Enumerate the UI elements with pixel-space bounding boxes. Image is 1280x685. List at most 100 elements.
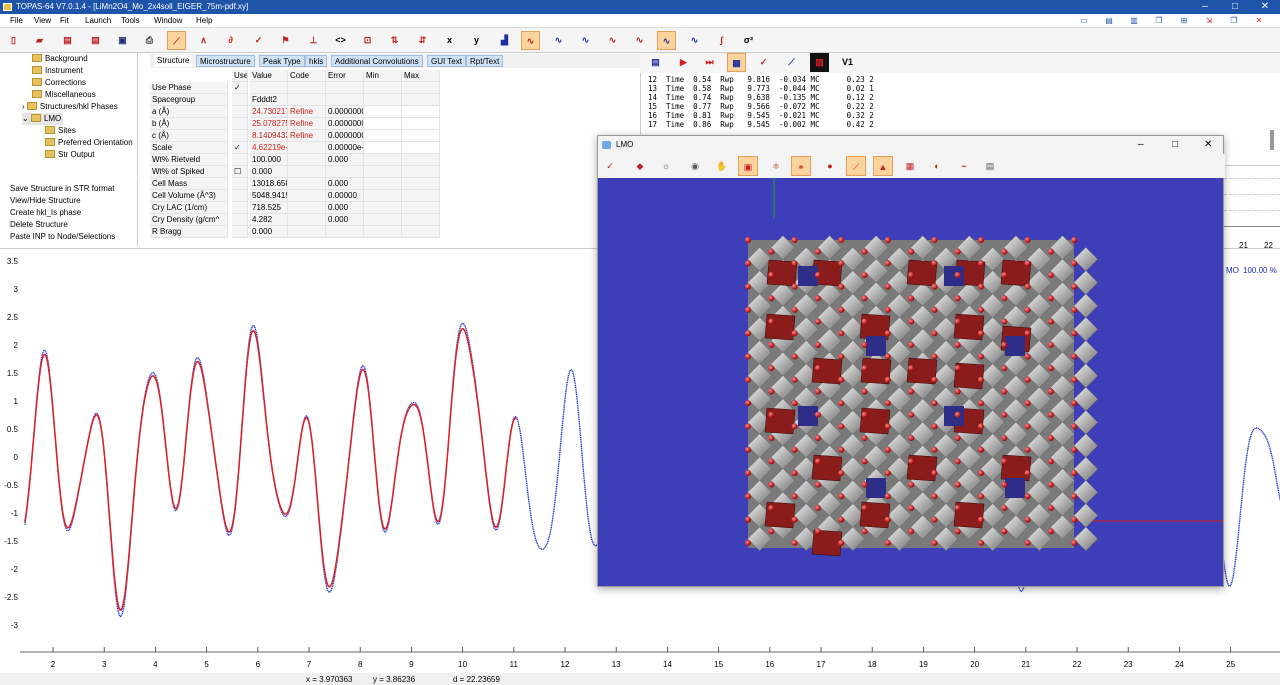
restore-child-icon[interactable]: ❐: [1155, 16, 1163, 25]
arrange-icon[interactable]: ⊞: [1180, 16, 1188, 25]
grid-use-checkbox[interactable]: [232, 226, 248, 238]
child-shrink-icon[interactable]: ⇲: [1205, 16, 1213, 25]
grid-code-cell[interactable]: [288, 94, 326, 106]
grid-min-cell[interactable]: [364, 190, 402, 202]
phase-curve-icon[interactable]: ∿: [657, 31, 676, 50]
grid-value-cell[interactable]: 5048.94158: [250, 190, 288, 202]
x-axis-button[interactable]: x: [446, 35, 452, 45]
chevron-right-icon[interactable]: ›: [22, 102, 27, 111]
eye-icon[interactable]: ◉: [691, 161, 699, 171]
grid-max-cell[interactable]: [402, 214, 440, 226]
grid-code-cell[interactable]: [288, 154, 326, 166]
open-inp-icon[interactable]: ▤: [63, 35, 72, 45]
grid-use-checkbox[interactable]: ☐: [232, 166, 248, 178]
grid-use-checkbox[interactable]: [232, 178, 248, 190]
grid-min-cell[interactable]: [364, 154, 402, 166]
grid-use-checkbox[interactable]: ✓: [232, 142, 248, 154]
grid-value-cell[interactable]: 8.1409432: [250, 130, 288, 142]
menu-launch[interactable]: Launch: [85, 16, 112, 25]
pdf-icon[interactable]: ∂: [228, 35, 233, 45]
grid-min-cell[interactable]: [364, 202, 402, 214]
grid-value-cell[interactable]: 25.0782759: [250, 118, 288, 130]
tick-marks-icon[interactable]: ⊥: [309, 35, 318, 45]
grid-min-cell[interactable]: [364, 130, 402, 142]
grid-code-cell[interactable]: [288, 190, 326, 202]
tab-additional-convolutions[interactable]: Additional Convolutions: [331, 55, 423, 67]
zoom-region-icon[interactable]: ⊡: [363, 35, 372, 45]
shield-icon[interactable]: ◆: [636, 161, 644, 171]
grid-use-checkbox[interactable]: [232, 94, 248, 106]
menu-paste-inp[interactable]: Paste INP to Node/Selections: [10, 232, 116, 241]
close-button[interactable]: ✕: [1260, 1, 1270, 12]
grid-value-cell[interactable]: Fdddt2: [250, 94, 288, 106]
tree-item-preferred-orientation[interactable]: Preferred Orientation: [45, 137, 133, 149]
grid-max-cell[interactable]: [402, 202, 440, 214]
tab-hkls[interactable]: hkls: [305, 55, 328, 67]
sqrt-icon[interactable]: ∫: [720, 35, 723, 45]
grid-value-cell[interactable]: 100.000: [250, 154, 288, 166]
grid-value-cell[interactable]: 0.000: [250, 226, 288, 238]
polyhedra-icon[interactable]: ▲: [873, 156, 893, 176]
maximize-button[interactable]: □: [1231, 1, 1239, 12]
grid-code-cell[interactable]: [288, 178, 326, 190]
grid-code-cell[interactable]: [288, 202, 326, 214]
grid-value-cell[interactable]: 4.282: [250, 214, 288, 226]
menu-tools[interactable]: Tools: [121, 16, 140, 25]
lmo-structure-window[interactable]: LMO – □ ✕ ✓ ◆ ☼ ◉ ✋ ▣ ⚛ ⚭ ● ⟋ ▲ ▦ ◐ ⌁ ▤: [597, 135, 1225, 587]
grid-value-cell[interactable]: 24.7302178: [250, 106, 288, 118]
peak-fit-icon[interactable]: ∧: [200, 35, 207, 45]
tree-item-structures[interactable]: › Structures/hkl Phases: [22, 102, 118, 111]
grid-max-cell[interactable]: [402, 82, 440, 94]
menu-delete-structure[interactable]: Delete Structure: [10, 220, 68, 229]
profile-icon[interactable]: ∿: [521, 31, 540, 50]
menu-help[interactable]: Help: [196, 16, 213, 25]
sphere-icon[interactable]: ●: [827, 161, 833, 171]
bulb-icon[interactable]: ☼: [661, 161, 671, 171]
atoms-icon[interactable]: ⚭: [791, 156, 811, 176]
grid-use-checkbox[interactable]: [232, 130, 248, 142]
grid-use-checkbox[interactable]: ✓: [232, 82, 248, 94]
tab-microstructure[interactable]: Microstructure: [196, 55, 255, 67]
grid-icon[interactable]: ▦: [905, 161, 915, 171]
log-scrollbar[interactable]: [1270, 130, 1274, 150]
scale-y-icon[interactable]: ⇵: [418, 35, 427, 45]
grid-value-cell[interactable]: 13018.658: [250, 178, 288, 190]
grid-min-cell[interactable]: [364, 106, 402, 118]
tab-peak-type[interactable]: Peak Type: [259, 55, 305, 67]
lmo-title-bar[interactable]: LMO – □ ✕: [598, 136, 1225, 154]
rietveld-icon[interactable]: ⚑: [281, 35, 290, 45]
grid-max-cell[interactable]: [402, 190, 440, 202]
grid-code-cell[interactable]: [288, 226, 326, 238]
open-file-icon[interactable]: ▰: [36, 35, 43, 45]
code-icon[interactable]: <>: [335, 35, 346, 45]
hand-icon[interactable]: ✋: [716, 161, 728, 171]
grid-min-cell[interactable]: [364, 82, 402, 94]
tree-item-background[interactable]: Background: [32, 53, 88, 65]
grid-code-cell[interactable]: Refine: [288, 106, 326, 118]
tree-item-instrument[interactable]: Instrument: [32, 65, 83, 77]
grid-value-cell[interactable]: 718.525: [250, 202, 288, 214]
tile-horizontal-icon[interactable]: ▤: [1105, 16, 1113, 25]
grid-code-cell[interactable]: [288, 82, 326, 94]
cumulative-icon[interactable]: ∿: [690, 35, 699, 45]
tree-item-lmo[interactable]: ⌄ LMO: [22, 113, 64, 125]
minimize-button[interactable]: –: [1202, 1, 1208, 12]
grid-code-cell[interactable]: Refine: [288, 130, 326, 142]
measure-icon[interactable]: ⌁: [961, 161, 967, 171]
lmo-minimize-button[interactable]: –: [1138, 139, 1144, 150]
tile-vertical-icon[interactable]: ▥: [1130, 16, 1138, 25]
table-icon[interactable]: ▤: [985, 161, 995, 171]
child-close-icon[interactable]: ✕: [1255, 16, 1263, 25]
child-restore-icon[interactable]: ❐: [1230, 16, 1238, 25]
new-file-icon[interactable]: ▯: [11, 35, 16, 45]
sigma-squared-button[interactable]: σ²: [743, 35, 754, 45]
grid-use-checkbox[interactable]: [232, 202, 248, 214]
grid-value-cell[interactable]: [250, 82, 288, 94]
chart-icon[interactable]: ▤: [651, 57, 660, 67]
grid-max-cell[interactable]: [402, 154, 440, 166]
print-icon[interactable]: ⎙: [145, 35, 154, 45]
stick-icon[interactable]: ⟋: [846, 156, 866, 176]
background-icon[interactable]: ∿: [635, 35, 644, 45]
grid-max-cell[interactable]: [402, 178, 440, 190]
pen-tool-icon[interactable]: ⟋: [167, 31, 186, 50]
